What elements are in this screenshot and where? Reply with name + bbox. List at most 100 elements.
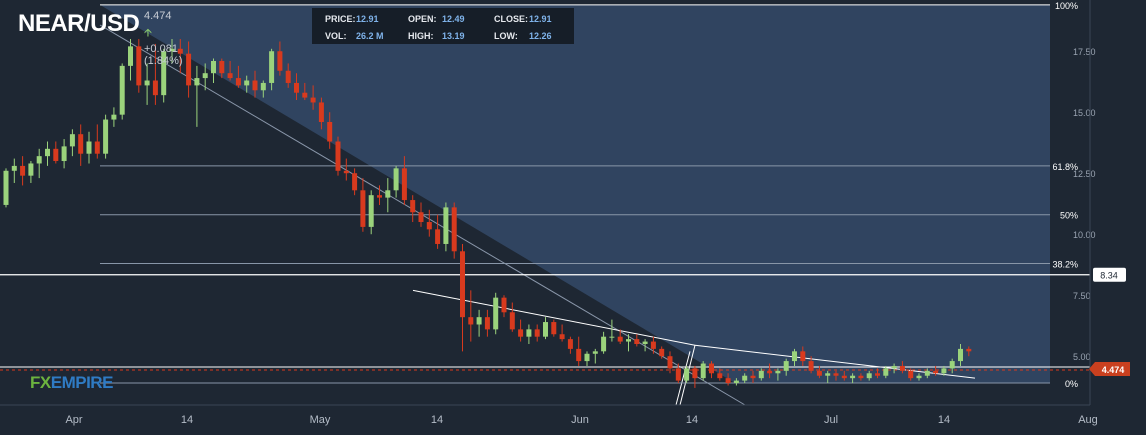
candle-body (269, 51, 275, 83)
candle-body (318, 102, 324, 122)
candle-body (177, 48, 183, 54)
candle-body (20, 165, 26, 176)
candle-body (45, 148, 50, 157)
candle-body (501, 297, 507, 313)
candle-body (800, 351, 806, 362)
resistance-tag-label: 8.34 (1100, 271, 1118, 281)
candle-body (418, 212, 424, 223)
candle-body (949, 361, 955, 369)
y-tick-label: 7.50 (1073, 291, 1091, 301)
candle-body (368, 195, 374, 227)
candle-body (833, 373, 839, 376)
y-tick-label: 15.00 (1073, 108, 1096, 118)
candle-body (294, 82, 299, 93)
candle-body (426, 222, 432, 230)
candle-body (86, 141, 92, 154)
fib-label: 61.8% (1052, 162, 1078, 172)
x-tick-label: 14 (938, 414, 950, 426)
current-price-tag (1089, 362, 1130, 377)
close-label: CLOSE: (494, 14, 529, 24)
symbol-title: NEAR/USD (18, 10, 140, 37)
candle-body (709, 363, 714, 374)
candle-body (924, 370, 930, 376)
candle-body (617, 336, 623, 342)
candle-body (219, 60, 225, 74)
candle-body (161, 51, 167, 96)
candle-body (393, 168, 399, 191)
drop-line-2 (675, 351, 691, 406)
candle-body (377, 195, 382, 198)
candle-body (451, 207, 457, 252)
candle-body (119, 65, 125, 115)
candle-body (866, 373, 872, 379)
candle-body (958, 348, 963, 362)
candle-body (808, 361, 814, 371)
candle-body (692, 368, 698, 379)
candle-body (559, 334, 565, 340)
y-tick-label: 10.00 (1073, 230, 1096, 240)
candle-body (858, 375, 864, 379)
candle-body (576, 348, 582, 362)
candle-body (285, 70, 291, 83)
candle-body (194, 78, 200, 86)
vol-label: VOL: (325, 31, 347, 41)
candle-body (410, 200, 416, 213)
price-label: PRICE: (325, 14, 356, 24)
fibonacci-zone (100, 0, 1146, 435)
last-price: 4.474 (144, 10, 172, 22)
candle-body (476, 317, 482, 325)
fib-level-lines: 100% 61.8% 50% 38.2% 0% (100, 1, 1078, 389)
candle-body (260, 82, 266, 91)
candle-body (758, 370, 764, 379)
candle-body (128, 46, 133, 66)
candle-body (551, 322, 557, 335)
candle-body (327, 121, 333, 142)
candle-body (460, 251, 465, 318)
fib-zone-area (100, 4, 1050, 384)
candle-body (244, 80, 250, 86)
x-tick-label: May (310, 414, 331, 426)
candle-body (684, 368, 690, 381)
candle-body (360, 190, 366, 227)
candles (3, 39, 972, 388)
vol-value: 26.2 M (356, 31, 384, 41)
candle-body (825, 373, 831, 376)
x-tick-label: Aug (1078, 414, 1098, 426)
candle-body (675, 368, 681, 381)
candle-body (941, 368, 947, 374)
candle-body (53, 148, 59, 162)
candle-body (36, 156, 42, 164)
x-tick-label: 14 (686, 414, 698, 426)
candle-body (891, 365, 897, 369)
candle-body (601, 336, 607, 352)
price-change: 🡩 +0.081 (1.84%) (144, 24, 183, 67)
price-value: 12.91 (356, 14, 379, 24)
candle-body (650, 341, 656, 349)
candle-body (526, 329, 532, 337)
candle-body (584, 353, 590, 362)
candle-body (169, 48, 175, 52)
candle-body (717, 373, 723, 379)
candle-body (742, 375, 748, 381)
y-axis: 17.50 15.00 12.50 10.00 7.50 5.00 (1073, 0, 1096, 405)
candle-body (493, 297, 499, 330)
candle-body (626, 339, 631, 342)
open-value: 12.49 (442, 14, 465, 24)
candle-body (609, 336, 615, 338)
candle-body (543, 322, 548, 337)
candle-body (518, 329, 524, 337)
candle-body (136, 46, 142, 86)
fxempire-logo: FXEMPIRE (30, 373, 113, 392)
candle-body (841, 375, 847, 379)
ohlc-panel: PRICE: 12.91 OPEN: 12.49 CLOSE: 12.91 VO… (312, 8, 574, 44)
candle-body (186, 53, 192, 86)
candle-body (468, 317, 474, 325)
candle-body (103, 119, 109, 154)
candle-body (534, 329, 540, 337)
candle-body (899, 365, 905, 371)
candle-body (933, 370, 939, 374)
resistance-tag (1093, 267, 1126, 282)
candle-body (916, 375, 922, 379)
candle-body (435, 229, 441, 244)
